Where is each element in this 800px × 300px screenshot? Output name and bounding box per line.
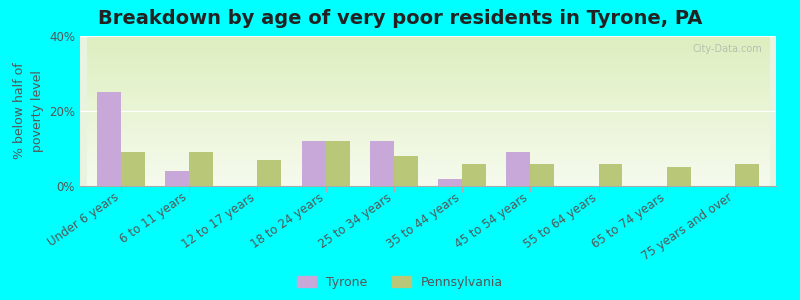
Bar bbox=[370, 141, 394, 186]
Text: Breakdown by age of very poor residents in Tyrone, PA: Breakdown by age of very poor residents … bbox=[98, 9, 702, 28]
Bar bbox=[166, 171, 189, 186]
Text: City-Data.com: City-Data.com bbox=[692, 44, 762, 53]
Bar bbox=[121, 152, 145, 186]
Text: 6 to 11 years: 6 to 11 years bbox=[118, 191, 189, 247]
Text: 18 to 24 years: 18 to 24 years bbox=[248, 191, 326, 251]
Legend: Tyrone, Pennsylvania: Tyrone, Pennsylvania bbox=[292, 271, 508, 294]
Y-axis label: % below half of
poverty level: % below half of poverty level bbox=[13, 63, 43, 159]
Bar bbox=[394, 156, 418, 186]
Text: 75 years and over: 75 years and over bbox=[640, 191, 735, 263]
Bar bbox=[667, 167, 690, 186]
Text: 45 to 54 years: 45 to 54 years bbox=[453, 191, 530, 250]
Text: 35 to 44 years: 35 to 44 years bbox=[385, 191, 462, 250]
Bar bbox=[462, 164, 486, 186]
Text: Under 6 years: Under 6 years bbox=[45, 191, 121, 249]
Text: 25 to 34 years: 25 to 34 years bbox=[316, 191, 394, 250]
Text: 65 to 74 years: 65 to 74 years bbox=[590, 191, 667, 251]
Bar bbox=[735, 164, 759, 186]
Bar bbox=[506, 152, 530, 186]
Bar bbox=[97, 92, 121, 186]
Bar bbox=[438, 178, 462, 186]
Bar bbox=[302, 141, 326, 186]
Bar bbox=[598, 164, 622, 186]
Text: 55 to 64 years: 55 to 64 years bbox=[521, 191, 598, 250]
Bar bbox=[326, 141, 350, 186]
Bar bbox=[530, 164, 554, 186]
Text: 12 to 17 years: 12 to 17 years bbox=[180, 191, 258, 251]
Bar bbox=[189, 152, 213, 186]
Bar bbox=[258, 160, 282, 186]
